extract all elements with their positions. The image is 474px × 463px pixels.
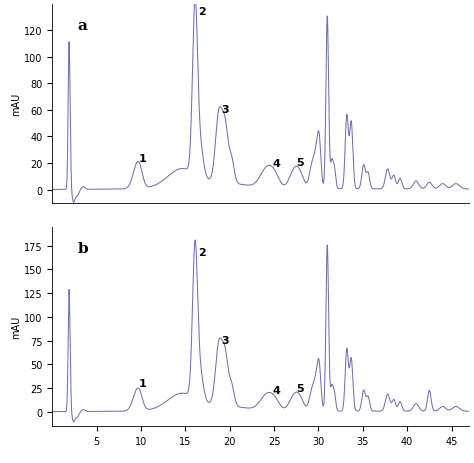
Text: b: b: [77, 241, 88, 255]
Text: 2: 2: [198, 6, 205, 17]
Y-axis label: mAU: mAU: [11, 93, 21, 116]
Text: a: a: [77, 19, 87, 32]
Text: 4: 4: [272, 159, 280, 169]
Text: 1: 1: [139, 154, 147, 163]
Text: 5: 5: [296, 383, 304, 393]
Text: 4: 4: [272, 385, 280, 395]
Y-axis label: mAU: mAU: [11, 315, 21, 338]
Text: 3: 3: [222, 336, 229, 345]
Text: 1: 1: [139, 378, 147, 388]
Text: 5: 5: [296, 157, 304, 168]
Text: 3: 3: [222, 105, 229, 115]
Text: 2: 2: [198, 248, 205, 257]
